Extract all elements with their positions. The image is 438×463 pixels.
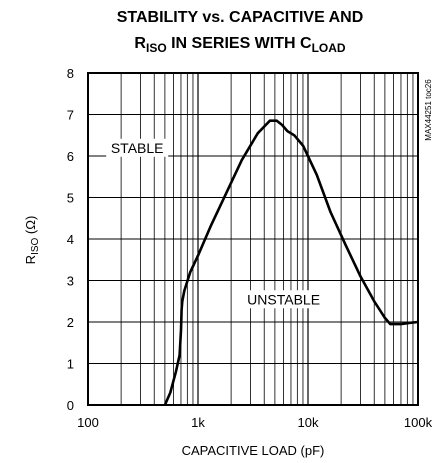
plot-frame [87,72,419,406]
region-label: STABLE [111,140,164,156]
part-code: MAX44251 toc26 [424,79,433,141]
y-tick-label: 1 [67,357,74,372]
title-riso-sub: ISO [146,41,167,55]
chart-title-line-2: RISO IN SERIES WITH CLOAD [134,35,345,55]
y-label-unit: (Ω) [23,216,38,238]
y-tick-label: 0 [67,398,74,413]
x-tick-label: 100k [404,415,433,430]
x-axis-label: CAPACITIVE LOAD (pF) [182,443,325,458]
y-tick-label: 8 [67,66,74,81]
y-label-r: R [23,255,38,264]
series-line [163,119,419,406]
series-layer [163,119,419,406]
title-riso-r: R [134,35,146,52]
x-tick-labels: 100 1k 10k 100k [77,415,432,430]
chart-title-line-1: STABILITY vs. CAPACITIVE AND [117,9,364,26]
y-tick-label: 6 [67,149,74,164]
y-tick-label: 3 [67,274,74,289]
x-tick-label: 10k [298,415,319,430]
title-cload-sub: LOAD [312,41,346,55]
grid [88,73,418,405]
y-axis-label: RISO (Ω) [23,216,41,265]
region-label-bg [106,138,169,157]
y-tick-label: 4 [67,232,74,247]
region-label-bg [243,290,324,309]
y-tick-label: 5 [67,191,74,206]
title-series-text: IN SERIES WITH C [167,35,312,52]
region-labels: STABLE UNSTABLE [106,138,324,309]
y-tick-label: 2 [67,315,74,330]
x-tick-label: 100 [77,415,99,430]
y-label-sub: ISO [30,237,41,254]
region-label: UNSTABLE [247,291,320,307]
x-tick-label: 1k [191,415,205,430]
y-tick-labels: 0 1 2 3 4 5 6 7 8 [67,66,74,413]
y-tick-label: 7 [67,108,74,123]
